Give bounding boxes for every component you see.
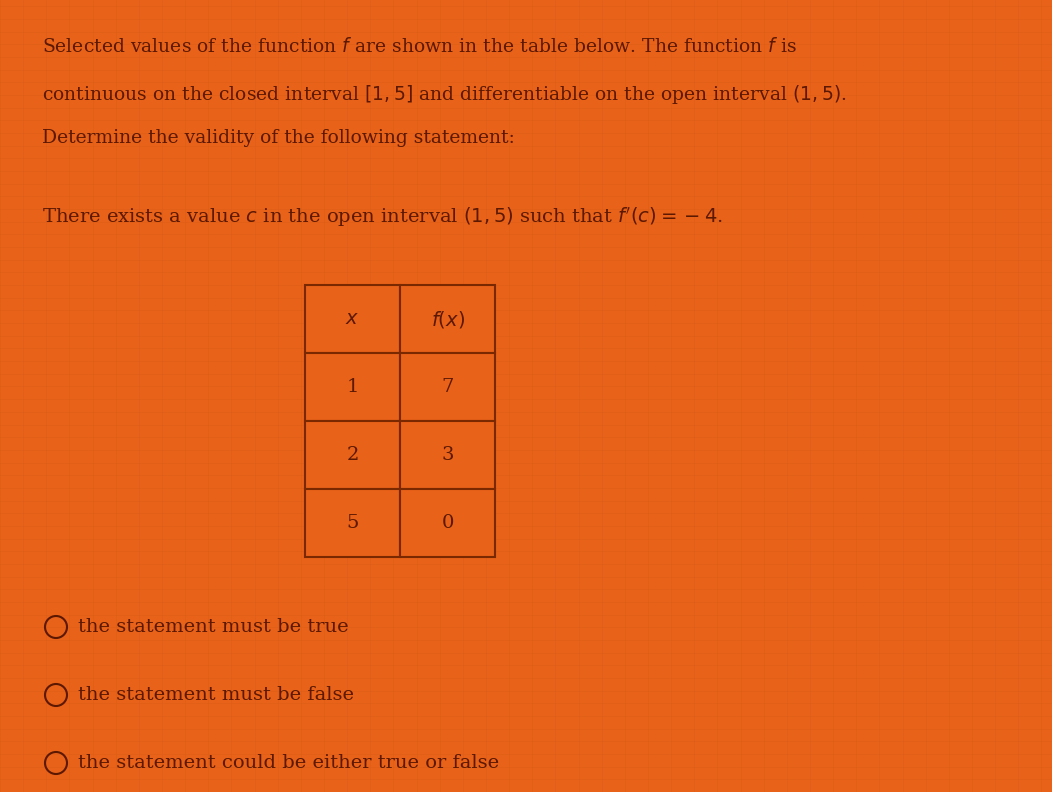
Bar <box>400 489 495 557</box>
Text: $x$: $x$ <box>345 310 360 328</box>
Text: 2: 2 <box>346 446 359 464</box>
Bar <box>400 421 495 489</box>
Text: the statement could be either true or false: the statement could be either true or fa… <box>78 754 499 772</box>
Text: 5: 5 <box>346 514 359 532</box>
Text: $f(x)$: $f(x)$ <box>430 309 465 329</box>
Text: the statement must be true: the statement must be true <box>78 618 348 636</box>
Bar <box>400 353 495 421</box>
Text: the statement must be false: the statement must be false <box>78 686 355 704</box>
Bar <box>305 285 400 353</box>
Text: There exists a value $c$ in the open interval $(1, 5)$ such that $f'(c) = -4$.: There exists a value $c$ in the open int… <box>42 205 723 229</box>
Text: Determine the validity of the following statement:: Determine the validity of the following … <box>42 129 514 147</box>
Text: Selected values of the function $f$ are shown in the table below. The function $: Selected values of the function $f$ are … <box>42 37 796 56</box>
Bar <box>305 353 400 421</box>
Text: 1: 1 <box>346 378 359 396</box>
Text: 3: 3 <box>441 446 453 464</box>
Bar <box>305 489 400 557</box>
Text: 7: 7 <box>441 378 453 396</box>
Bar <box>305 421 400 489</box>
Text: 0: 0 <box>441 514 453 532</box>
Bar <box>400 285 495 353</box>
Text: continuous on the closed interval $[1, 5]$ and differentiable on the open interv: continuous on the closed interval $[1, 5… <box>42 83 847 106</box>
